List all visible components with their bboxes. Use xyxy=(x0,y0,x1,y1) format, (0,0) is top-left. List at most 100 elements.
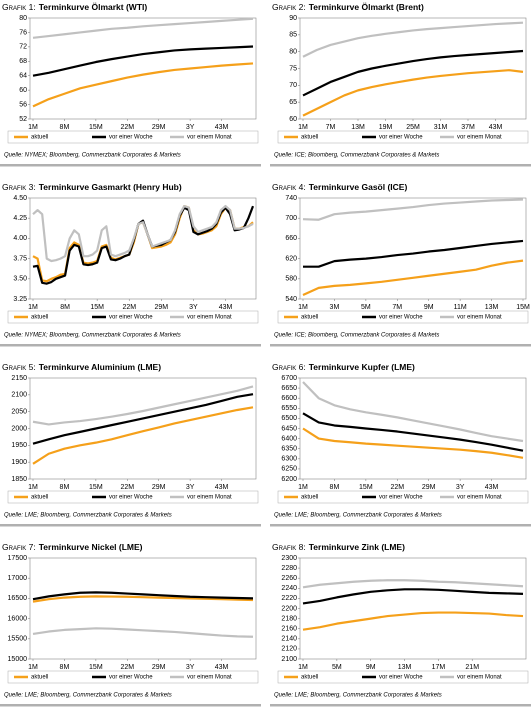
legend-label: vor einem Monat xyxy=(187,495,232,501)
y-tick-label: 68 xyxy=(19,58,27,65)
x-tick-label: 5M xyxy=(332,664,342,671)
legend-label: aktuell xyxy=(31,135,48,141)
x-tick-label: 29M xyxy=(155,304,169,311)
y-tick-label: 60 xyxy=(289,116,297,123)
x-tick-label: 9M xyxy=(366,664,376,671)
y-tick-label: 2260 xyxy=(281,575,297,582)
y-tick-label: 4.25 xyxy=(13,215,27,222)
y-tick-label: 2300 xyxy=(281,555,297,562)
x-tick-label: 31M xyxy=(434,124,448,131)
chart-title: Grafik 4: Terminkurve Gasöl (ICE) xyxy=(272,182,407,192)
separator xyxy=(0,704,261,707)
y-tick-label: 6600 xyxy=(281,395,297,402)
x-tick-label: 22M xyxy=(390,484,404,491)
y-tick-label: 6500 xyxy=(281,415,297,422)
x-tick-label: 1M xyxy=(298,664,308,671)
legend-box xyxy=(7,490,259,504)
chart-panel: Grafik 2: Terminkurve Ölmarkt (Brent) 60 65… xyxy=(270,2,531,167)
y-tick-label: 2220 xyxy=(281,595,297,602)
legend-box xyxy=(7,310,259,324)
y-tick-label: 2150 xyxy=(11,375,27,382)
source: Quelle: LME; Bloomberg, Commerzbank Corp… xyxy=(4,693,172,699)
y-tick-label: 6300 xyxy=(281,456,297,463)
chart-label: Grafik 8: xyxy=(272,542,306,552)
chart-panel: Grafik 1: Terminkurve Ölmarkt (WTI) 52 56 60… xyxy=(0,2,261,167)
x-tick-label: 9M xyxy=(424,304,434,311)
y-tick-label: 80 xyxy=(19,15,27,22)
legend-label: vor einer Woche xyxy=(109,315,153,321)
series-line xyxy=(32,45,254,77)
series-line xyxy=(302,21,524,58)
series-line xyxy=(302,49,524,97)
chart-label: Grafik 4: xyxy=(272,182,306,192)
x-tick-label: 8M xyxy=(60,664,70,671)
y-tick-label: 2050 xyxy=(11,409,27,416)
series-line xyxy=(302,412,524,452)
x-tick-label: 13M xyxy=(351,124,365,131)
series-line xyxy=(302,259,524,296)
x-tick-label: 15M xyxy=(516,304,530,311)
chart-label: Grafik 6: xyxy=(272,362,306,372)
x-tick-label: 11M xyxy=(454,304,467,311)
series-line xyxy=(302,588,524,605)
source: Quelle: NYMEX; Bloomberg, Commerzbank Co… xyxy=(4,333,181,339)
x-tick-label: 43M xyxy=(215,664,229,671)
series-line xyxy=(302,611,524,631)
chart-panel: Grafik 4: Terminkurve Gasöl (ICE) 540 580 62… xyxy=(270,182,531,347)
y-tick-label: 2160 xyxy=(281,626,297,633)
separator xyxy=(0,344,261,347)
y-tick-label: 2180 xyxy=(281,615,297,622)
y-tick-label: 17500 xyxy=(8,555,28,562)
x-tick-label: 1M xyxy=(28,664,38,671)
series-line xyxy=(302,69,524,117)
y-tick-label: 17000 xyxy=(8,575,28,582)
x-tick-label: 43M xyxy=(219,304,233,311)
series-line xyxy=(32,406,254,465)
y-tick-label: 6400 xyxy=(281,435,297,442)
x-tick-label: 8M xyxy=(60,124,70,131)
y-tick-label: 4.50 xyxy=(13,195,27,202)
x-tick-label: 22M xyxy=(120,484,134,491)
legend-label: vor einer Woche xyxy=(379,495,423,501)
chart-title: Grafik 3: Terminkurve Gasmarkt (Henry Hub… xyxy=(2,182,182,192)
separator xyxy=(0,164,261,167)
x-tick-label: 21M xyxy=(465,664,479,671)
chart-heading: Terminkurve Ölmarkt (WTI) xyxy=(39,2,148,12)
x-tick-label: 43M xyxy=(489,124,503,131)
plot-frame xyxy=(299,17,527,120)
chart-heading: Terminkurve Gasmarkt (Henry Hub) xyxy=(39,182,182,192)
chart-title: Grafik 6: Terminkurve Kupfer (LME) xyxy=(272,362,415,372)
series-line xyxy=(302,579,524,589)
y-tick-label: 80 xyxy=(289,49,297,56)
y-tick-label: 72 xyxy=(19,44,27,51)
y-tick-label: 1850 xyxy=(11,476,27,483)
y-tick-label: 65 xyxy=(289,99,297,106)
series-line xyxy=(32,205,255,285)
series-line xyxy=(32,17,254,39)
chart-heading: Terminkurve Nickel (LME) xyxy=(39,542,143,552)
y-tick-label: 64 xyxy=(19,73,27,80)
chart-title: Grafik 8: Terminkurve Zink (LME) xyxy=(272,542,405,552)
source: Quelle: LME; Bloomberg, Commerzbank Corp… xyxy=(274,513,442,519)
chart-title: Grafik 2: Terminkurve Ölmarkt (Brent) xyxy=(272,2,424,12)
x-tick-label: 22M xyxy=(122,304,136,311)
x-tick-label: 3Y xyxy=(189,304,198,311)
y-tick-label: 52 xyxy=(19,116,27,123)
x-tick-label: 29M xyxy=(152,484,166,491)
legend-label: vor einer Woche xyxy=(379,675,423,681)
legend-label: vor einer Woche xyxy=(379,315,423,321)
legend-box xyxy=(277,130,529,144)
y-tick-label: 76 xyxy=(19,29,27,36)
x-tick-label: 1M xyxy=(28,124,38,131)
chart-heading: Terminkurve Ölmarkt (Brent) xyxy=(309,2,424,12)
chart-label: Grafik 5: xyxy=(2,362,36,372)
series-line xyxy=(302,198,524,221)
x-tick-label: 3Y xyxy=(186,124,195,131)
plot-frame xyxy=(29,557,257,660)
y-tick-label: 6550 xyxy=(281,405,297,412)
y-tick-label: 2240 xyxy=(281,585,297,592)
chart-panel: Grafik 6: Terminkurve Kupfer (LME) 6200 625… xyxy=(270,362,531,527)
chart-heading: Terminkurve Gasöl (ICE) xyxy=(309,182,408,192)
y-tick-label: 2100 xyxy=(11,392,27,399)
